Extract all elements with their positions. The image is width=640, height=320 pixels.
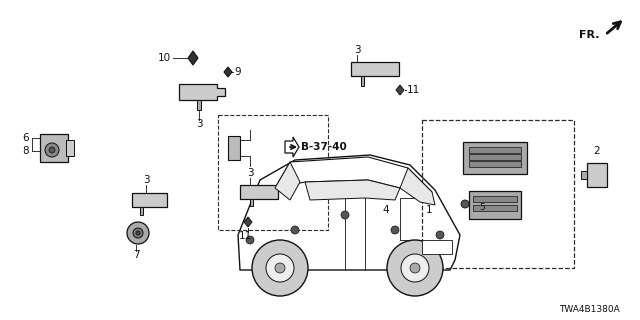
Text: 7: 7 xyxy=(132,250,140,260)
Bar xyxy=(469,154,521,160)
Circle shape xyxy=(436,231,444,239)
Text: 9: 9 xyxy=(234,67,241,77)
Circle shape xyxy=(387,240,443,296)
Bar xyxy=(132,193,167,207)
Bar xyxy=(473,205,517,211)
Bar xyxy=(40,134,68,162)
Bar xyxy=(228,136,240,160)
Bar xyxy=(250,199,253,206)
Circle shape xyxy=(133,228,143,238)
Bar xyxy=(422,120,574,268)
Circle shape xyxy=(410,263,420,273)
Text: 3: 3 xyxy=(143,175,149,185)
Circle shape xyxy=(291,226,299,234)
Bar xyxy=(240,185,278,199)
Bar xyxy=(469,191,521,219)
Bar xyxy=(469,161,521,167)
Text: B-37-40: B-37-40 xyxy=(301,142,347,152)
Bar xyxy=(581,171,587,179)
Polygon shape xyxy=(244,217,252,227)
Bar xyxy=(422,240,452,254)
Bar xyxy=(218,115,328,230)
Circle shape xyxy=(45,143,59,157)
Circle shape xyxy=(252,240,308,296)
Circle shape xyxy=(461,200,469,208)
Text: 8: 8 xyxy=(22,146,29,156)
Text: 1: 1 xyxy=(426,205,433,215)
Circle shape xyxy=(49,147,55,153)
Polygon shape xyxy=(275,162,300,200)
Polygon shape xyxy=(396,85,404,95)
Text: 3: 3 xyxy=(246,168,253,178)
Bar xyxy=(361,76,364,86)
Circle shape xyxy=(341,211,349,219)
Bar xyxy=(463,142,527,174)
Circle shape xyxy=(136,231,140,235)
Circle shape xyxy=(127,222,149,244)
Bar xyxy=(197,100,201,110)
Text: TWA4B1380A: TWA4B1380A xyxy=(559,306,620,315)
Polygon shape xyxy=(275,157,432,192)
Bar xyxy=(469,147,521,153)
Bar xyxy=(473,196,517,202)
Circle shape xyxy=(401,254,429,282)
Polygon shape xyxy=(188,51,198,65)
Polygon shape xyxy=(179,84,225,100)
Text: 4: 4 xyxy=(383,205,389,215)
Polygon shape xyxy=(285,137,299,157)
Text: 6: 6 xyxy=(22,133,29,143)
Bar xyxy=(587,163,607,187)
Text: 3: 3 xyxy=(354,45,360,55)
Polygon shape xyxy=(305,180,400,200)
Circle shape xyxy=(246,236,254,244)
Text: FR.: FR. xyxy=(579,30,600,40)
Polygon shape xyxy=(224,67,232,77)
Bar xyxy=(66,140,74,156)
Text: 2: 2 xyxy=(594,146,600,156)
Text: 10: 10 xyxy=(158,53,171,63)
Text: 11: 11 xyxy=(407,85,420,95)
Circle shape xyxy=(391,226,399,234)
Polygon shape xyxy=(238,155,460,270)
Text: 11: 11 xyxy=(239,231,252,241)
Polygon shape xyxy=(400,168,435,205)
Bar xyxy=(351,62,399,76)
Circle shape xyxy=(275,263,285,273)
Circle shape xyxy=(266,254,294,282)
Text: 5: 5 xyxy=(479,203,484,212)
Bar xyxy=(140,207,143,215)
Text: 3: 3 xyxy=(196,119,202,129)
